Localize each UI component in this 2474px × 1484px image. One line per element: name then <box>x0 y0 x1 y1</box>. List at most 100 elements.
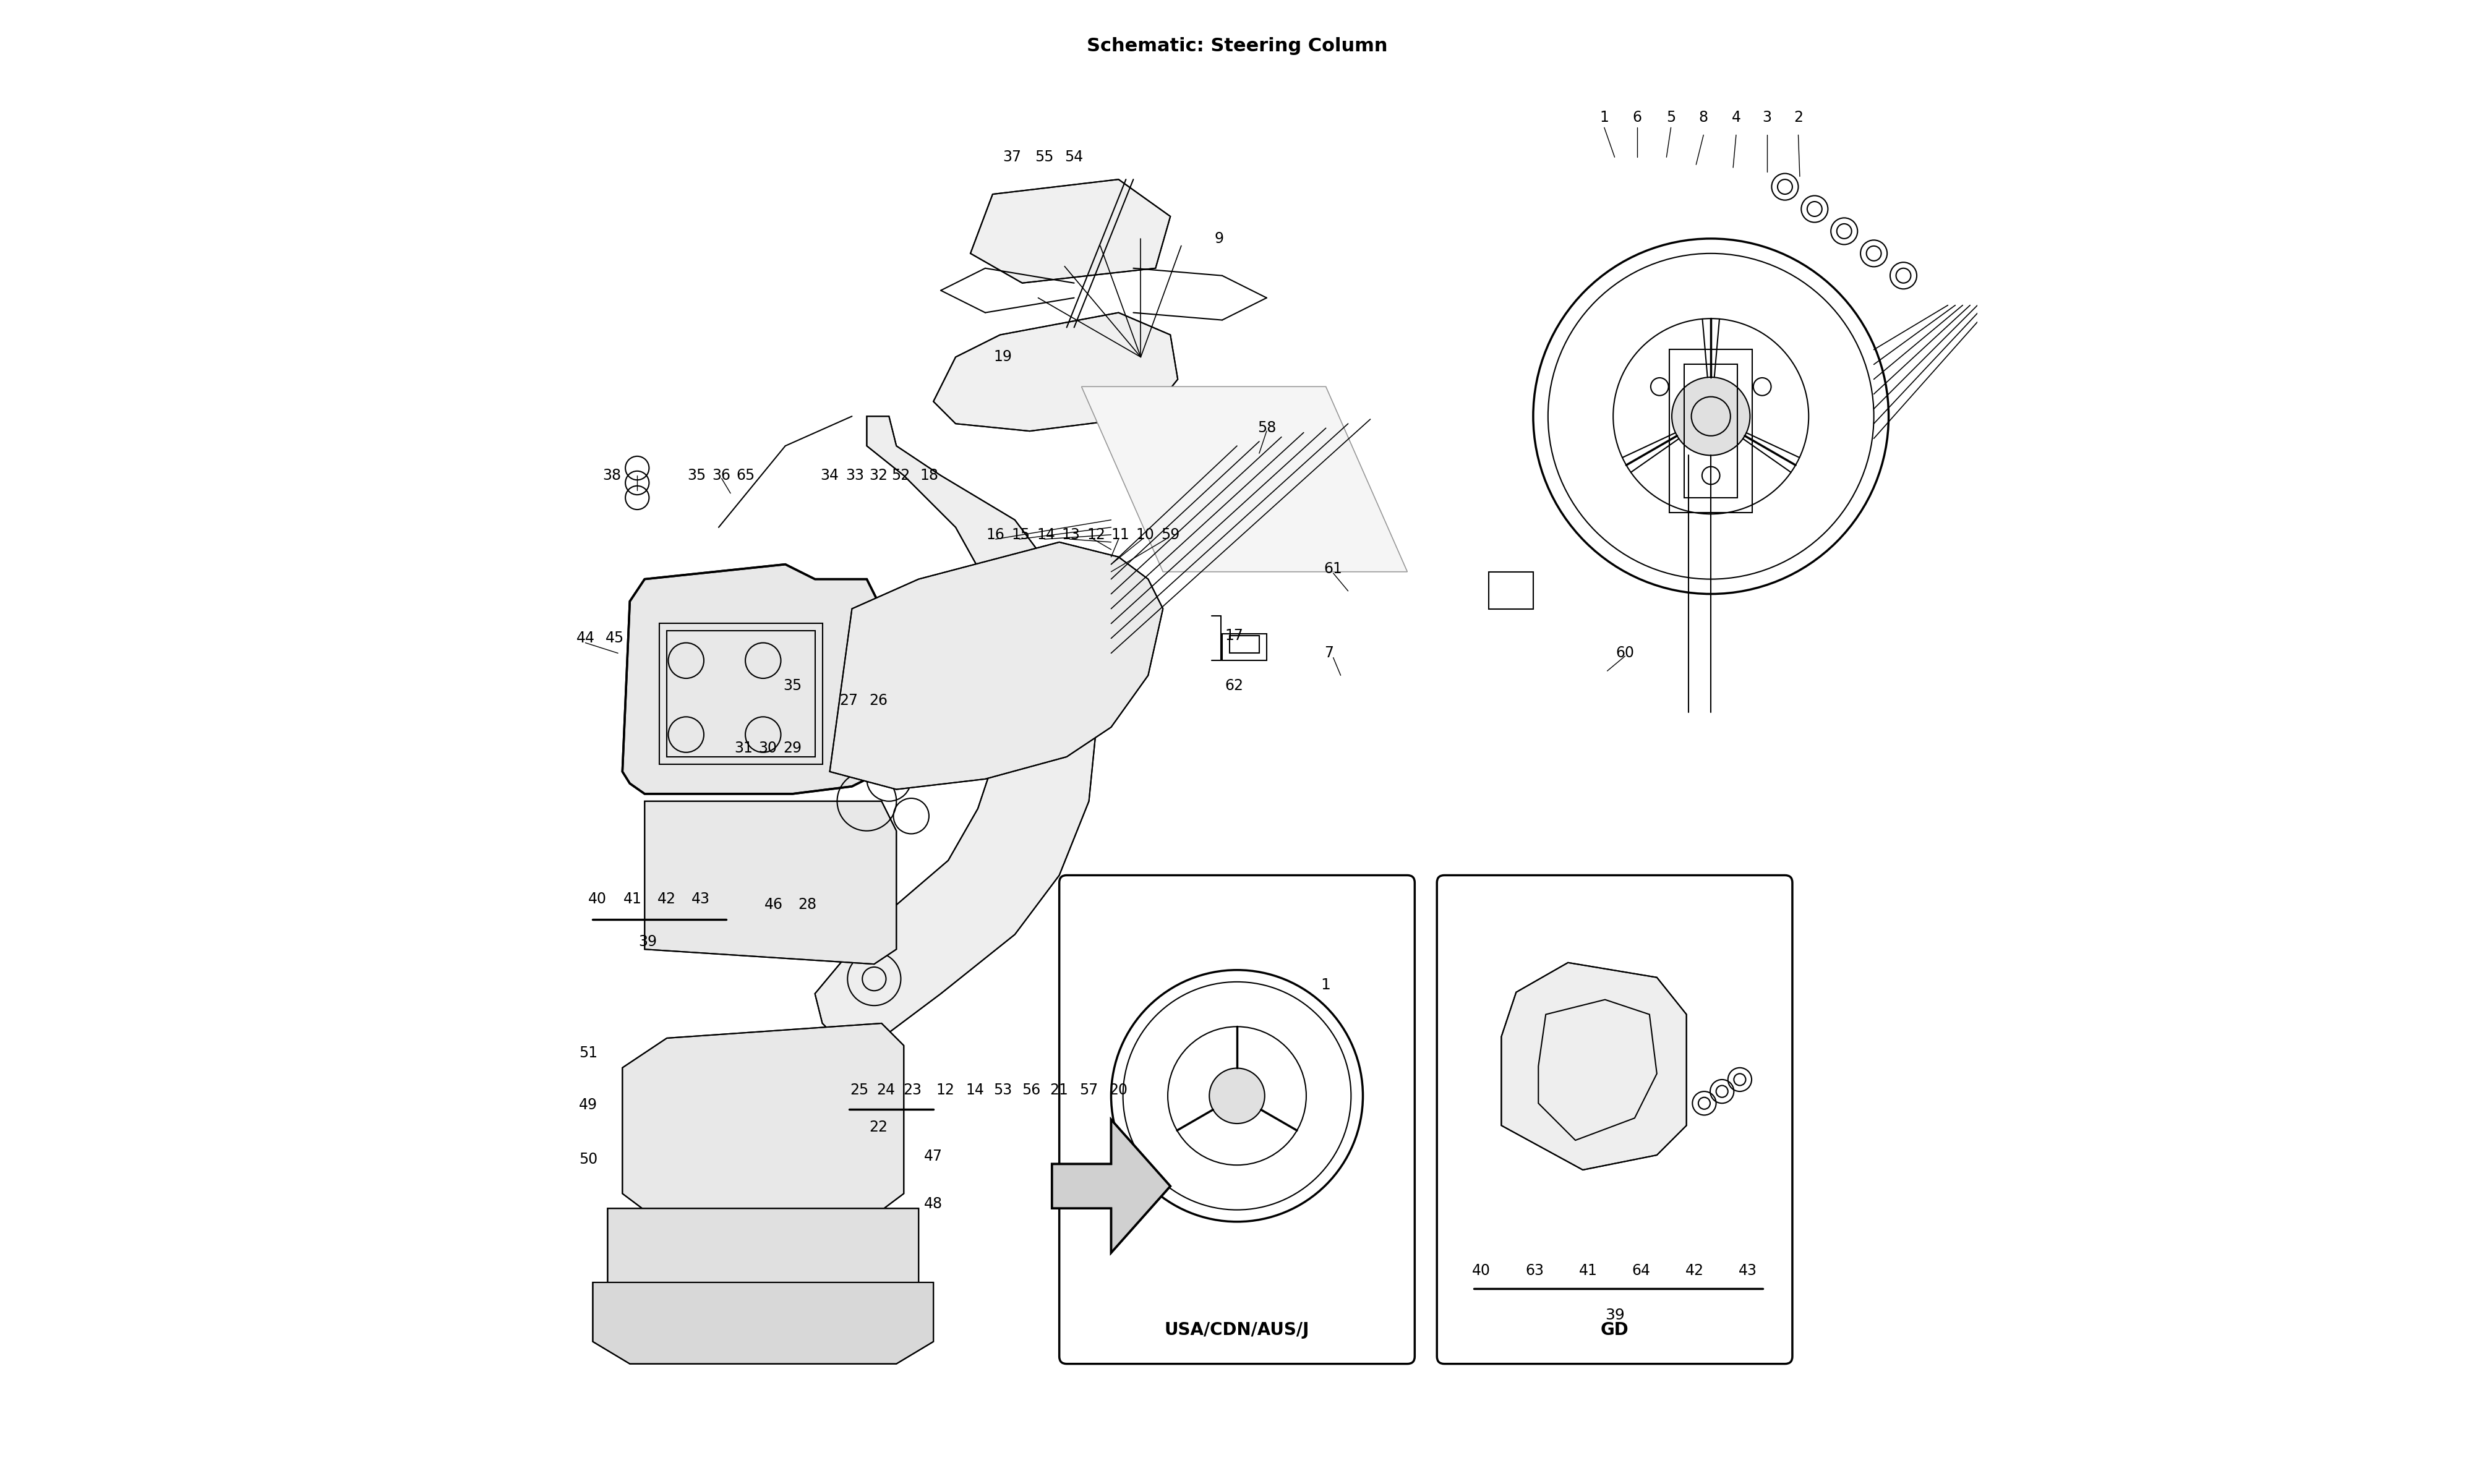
Text: 56: 56 <box>1022 1082 1042 1097</box>
Polygon shape <box>623 564 881 794</box>
Text: 31: 31 <box>735 741 752 755</box>
Text: 46: 46 <box>764 898 782 913</box>
Circle shape <box>1210 1068 1264 1123</box>
Text: 22: 22 <box>868 1119 888 1134</box>
Text: 40: 40 <box>1472 1263 1492 1278</box>
Text: 42: 42 <box>1685 1263 1705 1278</box>
Text: 41: 41 <box>1578 1263 1598 1278</box>
Text: 14: 14 <box>965 1082 985 1097</box>
Circle shape <box>1702 466 1719 484</box>
Text: 39: 39 <box>1606 1307 1625 1322</box>
Text: 55: 55 <box>1034 150 1054 165</box>
Polygon shape <box>623 1024 903 1215</box>
Text: 36: 36 <box>713 467 730 482</box>
Text: Schematic: Steering Column: Schematic: Steering Column <box>1086 37 1388 55</box>
Text: 38: 38 <box>604 467 621 482</box>
Text: 16: 16 <box>987 527 1004 542</box>
Bar <box>661 623 821 764</box>
Polygon shape <box>829 542 1163 789</box>
Text: 15: 15 <box>1012 527 1029 542</box>
Text: 1: 1 <box>1601 110 1608 125</box>
Text: 11: 11 <box>1111 527 1128 542</box>
Text: 39: 39 <box>638 935 658 950</box>
Text: 26: 26 <box>868 693 888 708</box>
Text: 30: 30 <box>757 741 777 755</box>
Text: 12: 12 <box>1086 527 1106 542</box>
Text: 50: 50 <box>579 1152 599 1166</box>
Text: 45: 45 <box>606 631 623 646</box>
Text: 40: 40 <box>589 892 606 907</box>
Polygon shape <box>970 180 1170 283</box>
Text: 47: 47 <box>925 1149 943 1163</box>
Bar <box>1222 634 1267 660</box>
Text: 51: 51 <box>579 1046 599 1061</box>
Text: 37: 37 <box>1002 150 1022 165</box>
Circle shape <box>1672 377 1749 456</box>
Polygon shape <box>933 313 1178 430</box>
Text: 13: 13 <box>1061 527 1081 542</box>
Text: 7: 7 <box>1324 646 1333 660</box>
Text: 57: 57 <box>1079 1082 1098 1097</box>
Polygon shape <box>1502 963 1687 1169</box>
Text: 2: 2 <box>1794 110 1804 125</box>
Bar <box>1230 635 1259 653</box>
Text: 61: 61 <box>1324 561 1343 576</box>
Polygon shape <box>1051 1119 1170 1252</box>
Text: 43: 43 <box>1739 1263 1757 1278</box>
Polygon shape <box>646 801 896 965</box>
Text: GD: GD <box>1601 1321 1628 1339</box>
Text: 64: 64 <box>1633 1263 1650 1278</box>
Text: 58: 58 <box>1257 420 1277 435</box>
Text: 14: 14 <box>1037 527 1056 542</box>
Text: 60: 60 <box>1616 646 1635 660</box>
Text: 24: 24 <box>876 1082 896 1097</box>
Text: 1: 1 <box>1321 978 1331 993</box>
Bar <box>1670 350 1752 512</box>
Text: 44: 44 <box>576 631 594 646</box>
Text: 49: 49 <box>579 1097 599 1112</box>
Text: 4: 4 <box>1732 110 1742 125</box>
Text: 41: 41 <box>623 892 643 907</box>
Text: 3: 3 <box>1761 110 1771 125</box>
Text: 25: 25 <box>851 1082 868 1097</box>
Text: 29: 29 <box>784 741 802 755</box>
Polygon shape <box>814 417 1096 1046</box>
Text: 8: 8 <box>1700 110 1707 125</box>
Circle shape <box>1650 378 1667 396</box>
Text: 33: 33 <box>846 467 863 482</box>
Text: USA/CDN/AUS/J: USA/CDN/AUS/J <box>1165 1321 1309 1339</box>
Text: 53: 53 <box>995 1082 1012 1097</box>
Text: 18: 18 <box>920 467 938 482</box>
Text: 48: 48 <box>925 1196 943 1211</box>
Text: 5: 5 <box>1665 110 1675 125</box>
Text: 9: 9 <box>1215 232 1225 246</box>
Text: 59: 59 <box>1160 527 1180 542</box>
Text: 19: 19 <box>995 350 1012 365</box>
Circle shape <box>1754 378 1771 396</box>
Text: 27: 27 <box>839 693 858 708</box>
Text: 34: 34 <box>821 467 839 482</box>
Text: 35: 35 <box>784 678 802 693</box>
Bar <box>1489 571 1534 608</box>
Polygon shape <box>609 1208 918 1304</box>
Text: 62: 62 <box>1225 678 1244 693</box>
Bar <box>668 631 814 757</box>
Text: 20: 20 <box>1108 1082 1128 1097</box>
Text: 43: 43 <box>693 892 710 907</box>
Text: 63: 63 <box>1526 1263 1544 1278</box>
Text: 21: 21 <box>1049 1082 1069 1097</box>
Polygon shape <box>1081 387 1408 571</box>
Text: 54: 54 <box>1064 150 1084 165</box>
Text: 42: 42 <box>658 892 675 907</box>
Polygon shape <box>594 1282 933 1364</box>
Text: 65: 65 <box>735 467 755 482</box>
Text: 6: 6 <box>1633 110 1643 125</box>
FancyBboxPatch shape <box>1059 876 1415 1364</box>
Text: 12: 12 <box>935 1082 955 1097</box>
Text: 35: 35 <box>688 467 705 482</box>
Text: 17: 17 <box>1225 628 1244 643</box>
Text: 23: 23 <box>903 1082 923 1097</box>
Text: 32: 32 <box>868 467 888 482</box>
Bar <box>1685 365 1737 497</box>
Text: 10: 10 <box>1136 527 1155 542</box>
